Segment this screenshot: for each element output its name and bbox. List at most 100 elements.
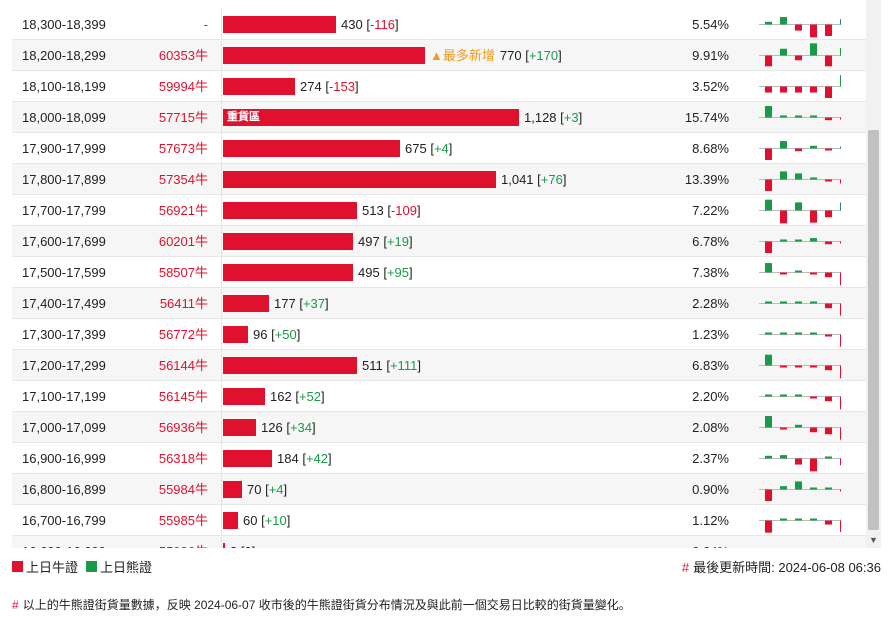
- cbbc-code-link[interactable]: 56411牛: [159, 296, 208, 311]
- cbbc-code-link[interactable]: 57354牛: [158, 172, 208, 187]
- strike-range: 17,800-17,899: [22, 172, 106, 187]
- strike-range: 18,100-18,199: [22, 79, 106, 94]
- sparkline-bar: [840, 117, 841, 120]
- scrollbar-thumb[interactable]: [868, 130, 879, 530]
- sparkline-bar: [825, 487, 832, 490]
- table-row[interactable]: 16,600-16,699 55986牛 3 [0] 0.04%: [12, 536, 866, 548]
- cbbc-code-link[interactable]: 60201牛: [158, 234, 208, 249]
- cbbc-code-link[interactable]: 55985牛: [158, 513, 208, 528]
- table-row[interactable]: 18,000-18,099 57715牛 重貨區 1,128 [+3] 15.74%: [12, 102, 866, 133]
- sparkline-bar: [840, 75, 841, 87]
- table-row[interactable]: 17,600-17,699 60201牛 497 [+19] 6.78%: [12, 226, 866, 257]
- sparkline-bar: [840, 303, 841, 316]
- table-row[interactable]: 18,100-18,199 59994牛 274 [-153] 3.52%: [12, 71, 866, 102]
- column-divider: [221, 40, 222, 71]
- column-divider: [221, 257, 222, 288]
- cbbc-code-link[interactable]: 55986牛: [142, 536, 208, 548]
- table-row[interactable]: 17,700-17,799 56921牛 513 [-109] 7.22%: [12, 195, 866, 226]
- volume-bar: [223, 171, 496, 188]
- volume-bar: [223, 419, 256, 436]
- trend-sparkline: [759, 394, 841, 410]
- cbbc-code-link[interactable]: 57715牛: [158, 110, 208, 125]
- table-row[interactable]: 17,200-17,299 56144牛 511 [+111] 6.83%: [12, 350, 866, 381]
- cbbc-code-link[interactable]: 59994牛: [158, 79, 208, 94]
- cbbc-code-link[interactable]: 56144牛: [158, 358, 208, 373]
- scroll-down-arrow-icon[interactable]: ▼: [869, 535, 878, 545]
- volume-value: 430 [-116]: [341, 17, 399, 32]
- volume-change: 0: [244, 544, 251, 548]
- sparkline-bar: [825, 520, 832, 525]
- volume-bar: [223, 140, 400, 157]
- column-divider: [221, 536, 222, 548]
- table-row[interactable]: 17,400-17,499 56411牛 177 [+37] 2.28%: [12, 288, 866, 319]
- cbbc-code-link[interactable]: 56145牛: [158, 389, 208, 404]
- cbbc-code-link[interactable]: 56921牛: [158, 203, 208, 218]
- table-row[interactable]: 17,800-17,899 57354牛 1,041 [+76] 13.39%: [12, 164, 866, 195]
- volume-number: 162: [270, 389, 292, 404]
- cbbc-code-link[interactable]: 56772牛: [158, 327, 208, 342]
- sparkline-bar: [840, 272, 841, 286]
- cbbc-code-link[interactable]: 57673牛: [158, 141, 208, 156]
- volume-number: 126: [261, 420, 283, 435]
- sparkline-bar: [810, 210, 817, 223]
- table-row[interactable]: 17,900-17,999 57673牛 675 [+4] 8.68%: [12, 133, 866, 164]
- sparkline-bar: [780, 394, 787, 397]
- sparkline-bar: [810, 43, 817, 56]
- volume-value: 184 [+42]: [277, 451, 332, 466]
- trend-sparkline: [759, 43, 841, 67]
- sparkline-bar: [795, 481, 802, 490]
- cbbc-code-link[interactable]: 60353牛: [158, 48, 208, 63]
- sparkline-bar: [840, 427, 841, 440]
- volume-number: 177: [274, 296, 296, 311]
- sparkline-bar: [780, 518, 787, 521]
- share-percent: 7.38%: [692, 265, 729, 280]
- table-row[interactable]: 16,800-16,899 55984牛 70 [+4] 0.90%: [12, 474, 866, 505]
- cbbc-code-link[interactable]: 56318牛: [158, 451, 208, 466]
- sparkline-bar: [765, 86, 772, 93]
- strike-range: 17,900-17,999: [22, 141, 106, 156]
- table-row[interactable]: 18,300-18,399 - 430 [-116] 5.54%: [12, 9, 866, 40]
- sparkline-bar: [810, 518, 817, 521]
- sparkline-bar: [795, 115, 802, 118]
- strike-range: 18,000-18,099: [22, 110, 106, 125]
- sparkline-bar: [780, 455, 787, 459]
- strike-range: 17,700-17,799: [22, 203, 106, 218]
- most-added-badge: ▲最多新增: [430, 48, 495, 63]
- share-percent: 2.28%: [692, 296, 729, 311]
- share-percent: 2.37%: [692, 451, 729, 466]
- table-row[interactable]: 17,500-17,599 58507牛 495 [+95] 7.38%: [12, 257, 866, 288]
- sparkline-bar: [825, 334, 832, 337]
- cbbc-code-link[interactable]: 56936牛: [158, 420, 208, 435]
- volume-number: 96: [253, 327, 268, 342]
- volume-change: +42: [305, 451, 328, 466]
- share-percent: 1.23%: [692, 327, 729, 342]
- footnote-text: 以上的牛熊證街貨量數據，反映 2024-06-07 收市後的牛熊證街貨分布情況及…: [22, 598, 631, 612]
- table-row[interactable]: 18,200-18,299 60353牛 ▲最多新增 770 [+170] 9.91%: [12, 40, 866, 71]
- trend-sparkline: [759, 332, 841, 347]
- share-percent: 7.22%: [692, 203, 729, 218]
- sparkline-bar: [780, 365, 787, 368]
- sparkline-bar: [780, 210, 787, 224]
- cbbc-code-link[interactable]: -: [203, 17, 208, 32]
- share-percent: 5.54%: [692, 17, 729, 32]
- volume-number: 497: [358, 234, 380, 249]
- table-row[interactable]: 16,700-16,799 55985牛 60 [+10] 1.12%: [12, 505, 866, 536]
- volume-change: +52: [298, 389, 321, 404]
- sparkline-bar: [840, 19, 841, 25]
- legend-bear-label: 上日熊證: [100, 560, 153, 575]
- cbbc-code-link[interactable]: 58507牛: [158, 265, 208, 280]
- cbbc-code-link[interactable]: 55984牛: [158, 482, 208, 497]
- column-divider: [221, 505, 222, 536]
- sparkline-bar: [810, 272, 817, 275]
- volume-bar: [223, 78, 295, 95]
- strike-range: 17,600-17,699: [22, 234, 106, 249]
- volume-bar: [223, 326, 248, 343]
- table-row[interactable]: 17,100-17,199 56145牛 162 [+52] 2.20%: [12, 381, 866, 412]
- table-row[interactable]: 17,000-17,099 56936牛 126 [+34] 2.08%: [12, 412, 866, 443]
- cbbc-table[interactable]: 18,300-18,399 - 430 [-116] 5.54% 18,200-18,2…: [12, 0, 866, 548]
- sparkline-bar: [780, 115, 787, 118]
- table-row[interactable]: 16,900-16,999 56318牛 184 [+42] 2.37%: [12, 443, 866, 474]
- table-row[interactable]: 17,300-17,399 56772牛 96 [+50] 1.23%: [12, 319, 866, 350]
- volume-bar: [223, 450, 272, 467]
- volume-value: 511 [+111]: [362, 358, 421, 373]
